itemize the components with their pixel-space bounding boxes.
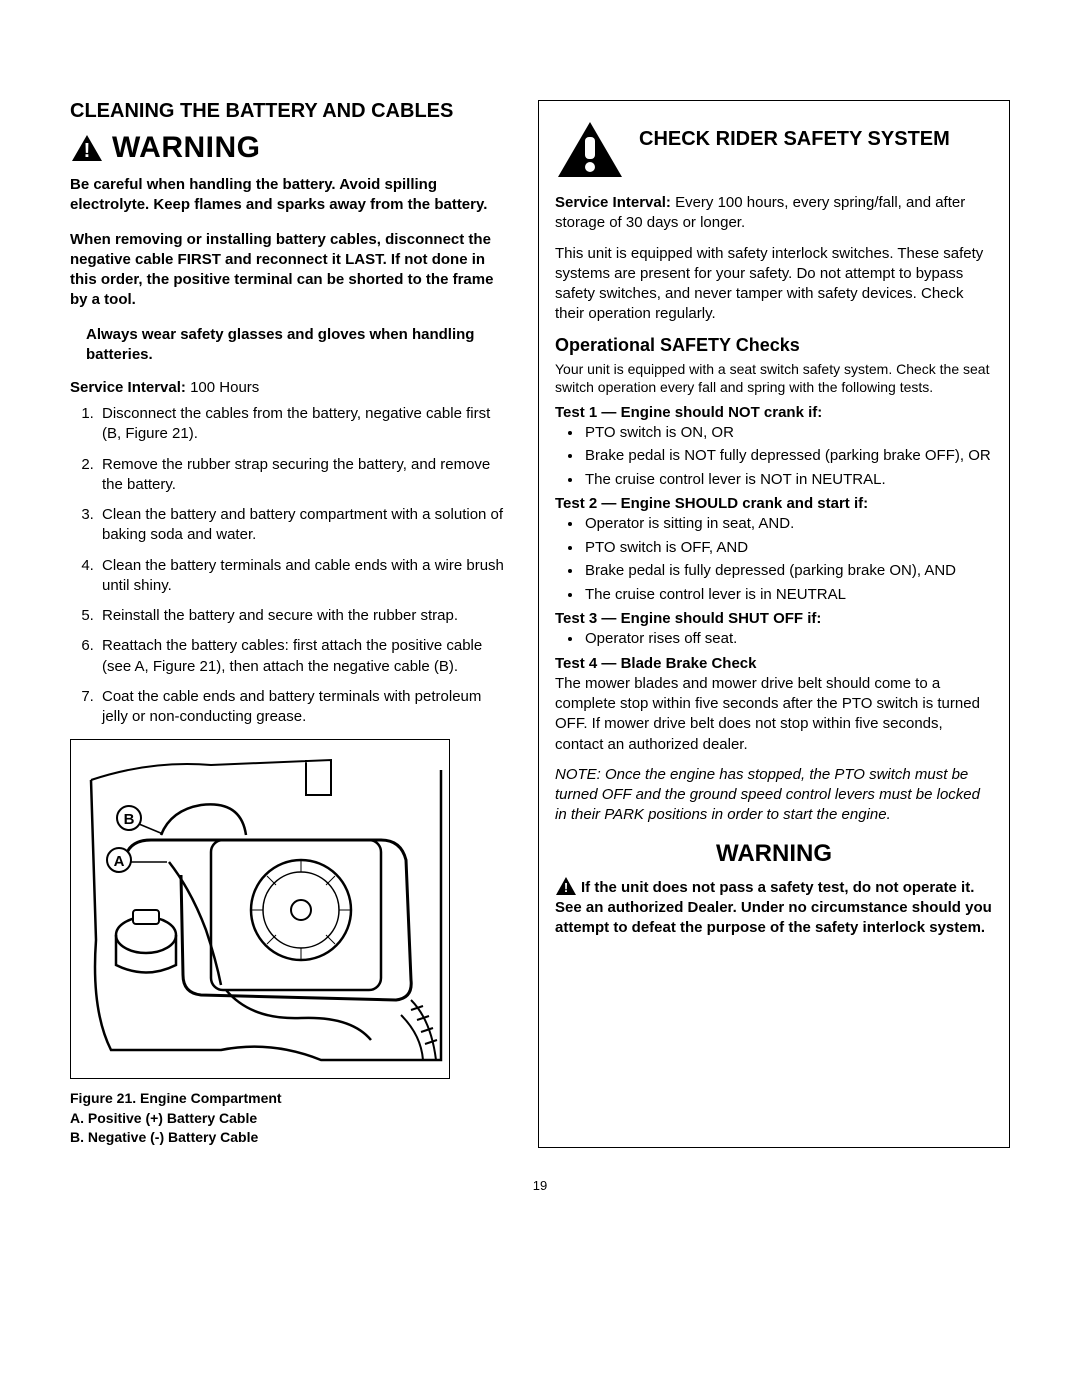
figure-caption-a: A. Positive (+) Battery Cable bbox=[70, 1109, 508, 1129]
step-item: Disconnect the cables from the battery, … bbox=[98, 404, 508, 445]
warning-bar: ! WARNING bbox=[70, 131, 508, 165]
warning-triangle-small-icon: ! bbox=[555, 876, 577, 896]
service-label: Service Interval: bbox=[70, 379, 186, 396]
figure-label-b: B bbox=[124, 811, 135, 828]
test3-list: Operator rises off seat. bbox=[555, 629, 993, 649]
list-item: Brake pedal is NOT fully depressed (park… bbox=[583, 446, 993, 466]
service-interval-left: Service Interval: 100 Hours bbox=[70, 379, 508, 396]
test4-paragraph: The mower blades and mower drive belt sh… bbox=[555, 674, 993, 755]
step-item: Reattach the battery cables: first attac… bbox=[98, 636, 508, 677]
list-item: The cruise control lever is NOT in NEUTR… bbox=[583, 470, 993, 490]
safety-intro: This unit is equipped with safety interl… bbox=[555, 244, 993, 325]
service-interval-right: Service Interval: Every 100 hours, every… bbox=[555, 193, 993, 234]
step-item: Clean the battery terminals and cable en… bbox=[98, 556, 508, 597]
note-paragraph: NOTE: Once the engine has stopped, the P… bbox=[555, 765, 993, 826]
svg-text:!: ! bbox=[84, 140, 91, 162]
warning-text-3: Always wear safety glasses and gloves wh… bbox=[70, 325, 508, 366]
step-item: Clean the battery and battery compartmen… bbox=[98, 505, 508, 546]
steps-list: Disconnect the cables from the battery, … bbox=[70, 404, 508, 727]
service-value: 100 Hours bbox=[186, 379, 259, 396]
warning-block-right: ! If the unit does not pass a safety tes… bbox=[555, 876, 993, 939]
figure-label-a: A bbox=[114, 853, 125, 870]
page-number: 19 bbox=[70, 1178, 1010, 1193]
list-item: Operator is sitting in seat, AND. bbox=[583, 514, 993, 534]
left-column: CLEANING THE BATTERY AND CABLES ! WARNIN… bbox=[70, 100, 508, 1148]
test2-heading: Test 2 — Engine SHOULD crank and start i… bbox=[555, 495, 993, 512]
svg-text:!: ! bbox=[564, 880, 568, 895]
warning-block-right-text: If the unit does not pass a safety test,… bbox=[555, 879, 992, 937]
warning-text-2: When removing or installing battery cabl… bbox=[70, 230, 508, 311]
warning-bar-2: WARNING bbox=[555, 840, 993, 868]
list-item: Brake pedal is fully depressed (parking … bbox=[583, 561, 993, 581]
test1-heading: Test 1 — Engine should NOT crank if: bbox=[555, 404, 993, 421]
step-item: Remove the rubber strap securing the bat… bbox=[98, 455, 508, 496]
warning-label-2: WARNING bbox=[716, 840, 832, 868]
figure-caption-title: Figure 21. Engine Compartment bbox=[70, 1089, 508, 1109]
warning-label: WARNING bbox=[112, 131, 261, 165]
test2-list: Operator is sitting in seat, AND. PTO sw… bbox=[555, 514, 993, 604]
operational-checks-heading: Operational SAFETY Checks bbox=[555, 335, 993, 356]
warning-triangle-large-icon bbox=[555, 119, 625, 181]
right-column: CHECK RIDER SAFETY SYSTEM Service Interv… bbox=[538, 100, 1010, 1148]
safety-heading: CHECK RIDER SAFETY SYSTEM bbox=[639, 127, 950, 151]
figure-caption-b: B. Negative (-) Battery Cable bbox=[70, 1128, 508, 1148]
operational-checks-subtext: Your unit is equipped with a seat switch… bbox=[555, 360, 993, 396]
list-item: PTO switch is ON, OR bbox=[583, 423, 993, 443]
test1-list: PTO switch is ON, OR Brake pedal is NOT … bbox=[555, 423, 993, 490]
engine-compartment-diagram: B A bbox=[71, 740, 450, 1079]
safety-heading-row: CHECK RIDER SAFETY SYSTEM bbox=[555, 119, 993, 181]
list-item: The cruise control lever is in NEUTRAL bbox=[583, 585, 993, 605]
page-content: CLEANING THE BATTERY AND CABLES ! WARNIN… bbox=[70, 100, 1010, 1148]
list-item: PTO switch is OFF, AND bbox=[583, 538, 993, 558]
warning-text-1: Be careful when handling the battery. Av… bbox=[70, 175, 508, 216]
battery-heading: CLEANING THE BATTERY AND CABLES bbox=[70, 100, 508, 123]
warning-triangle-icon: ! bbox=[70, 133, 104, 163]
test4-heading: Test 4 — Blade Brake Check bbox=[555, 655, 993, 672]
test3-heading: Test 3 — Engine should SHUT OFF if: bbox=[555, 610, 993, 627]
step-item: Coat the cable ends and battery terminal… bbox=[98, 687, 508, 728]
step-item: Reinstall the battery and secure with th… bbox=[98, 606, 508, 626]
list-item: Operator rises off seat. bbox=[583, 629, 993, 649]
figure-21: B A bbox=[70, 739, 450, 1079]
service-label-r: Service Interval: bbox=[555, 194, 671, 211]
